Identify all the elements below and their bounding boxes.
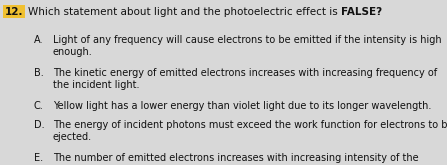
- Text: The number of emitted electrons increases with increasing intensity of the
incid: The number of emitted electrons increase…: [53, 153, 418, 165]
- Text: D.: D.: [34, 120, 44, 130]
- Text: FALSE?: FALSE?: [341, 7, 382, 17]
- Text: B.: B.: [34, 68, 43, 78]
- Text: C.: C.: [34, 101, 43, 111]
- Text: Light of any frequency will cause electrons to be emitted if the intensity is hi: Light of any frequency will cause electr…: [53, 35, 441, 57]
- Text: Which statement about light and the photoelectric effect is: Which statement about light and the phot…: [28, 7, 341, 17]
- Text: 12.: 12.: [4, 7, 23, 17]
- Text: Yellow light has a lower energy than violet light due to its longer wavelength.: Yellow light has a lower energy than vio…: [53, 101, 431, 111]
- Text: A.: A.: [34, 35, 43, 45]
- Text: The kinetic energy of emitted electrons increases with increasing frequency of
t: The kinetic energy of emitted electrons …: [53, 68, 437, 90]
- Text: The energy of incident photons must exceed the work function for electrons to be: The energy of incident photons must exce…: [53, 120, 447, 142]
- Text: E.: E.: [34, 153, 42, 163]
